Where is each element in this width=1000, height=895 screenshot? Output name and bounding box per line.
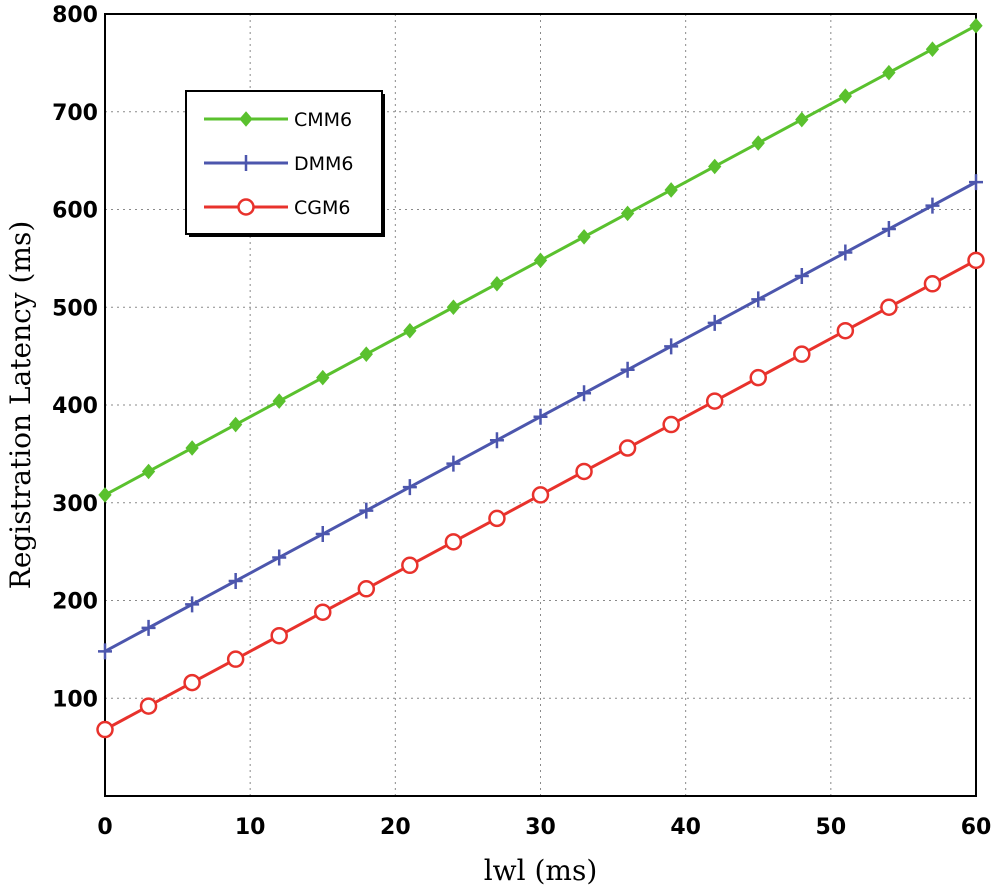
series-dmm6	[98, 174, 983, 660]
data-point	[185, 596, 200, 613]
y-tick-label: 300	[52, 492, 98, 517]
data-point	[531, 486, 550, 504]
axis-ticks: 0 10 20 30 40 50 60 100 200 300 400 500 600 700 800	[52, 3, 991, 840]
data-point	[882, 64, 896, 81]
data-point	[96, 720, 114, 739]
data-point	[359, 346, 373, 362]
data-point	[315, 526, 330, 543]
data-point	[707, 314, 722, 331]
data-point	[793, 345, 811, 363]
data-point	[490, 276, 504, 292]
data-point	[533, 408, 548, 425]
data-point	[967, 251, 985, 270]
data-point	[228, 572, 243, 589]
data-point	[794, 267, 809, 284]
data-point	[183, 673, 201, 692]
data-point	[270, 626, 288, 645]
data-point	[446, 455, 461, 472]
data-point	[838, 244, 853, 261]
data-point	[237, 198, 255, 216]
data-point	[662, 415, 680, 434]
data-point	[314, 603, 332, 621]
data-point	[141, 463, 156, 480]
data-point	[925, 41, 940, 57]
x-tick-label: 20	[380, 815, 411, 840]
data-point	[489, 432, 504, 449]
data-point	[751, 291, 766, 308]
y-tick-label: 200	[52, 590, 98, 615]
y-tick-label: 700	[52, 101, 98, 126]
y-tick-label: 400	[52, 394, 98, 419]
x-tick-label: 10	[235, 815, 266, 840]
data-point	[401, 556, 419, 575]
y-tick-label: 600	[52, 199, 98, 224]
x-axis-title: lwl (ms)	[484, 854, 598, 887]
data-point	[836, 321, 855, 340]
data-point	[98, 643, 112, 660]
data-point	[239, 111, 253, 127]
data-point	[881, 221, 896, 238]
y-tick-label: 500	[52, 296, 98, 321]
plot-area	[104, 13, 977, 797]
x-tick-label: 50	[816, 815, 847, 840]
data-point	[880, 298, 898, 316]
data-point	[577, 229, 591, 245]
data-point	[141, 619, 156, 636]
data-point	[664, 338, 679, 355]
data-point	[533, 252, 548, 269]
data-point	[272, 549, 287, 566]
data-point	[705, 392, 724, 410]
y-tick-label: 100	[52, 687, 98, 712]
series-cgm6	[96, 251, 985, 739]
data-point	[239, 155, 253, 171]
data-point	[664, 182, 678, 198]
data-point	[620, 205, 635, 222]
data-point	[708, 158, 722, 175]
data-point	[185, 440, 199, 456]
data-point	[795, 111, 809, 128]
data-point	[923, 275, 942, 293]
data-point	[359, 502, 374, 519]
data-point	[139, 697, 158, 715]
data-series	[96, 17, 985, 739]
legend: CMM6 DMM6 CGM6	[185, 90, 385, 237]
data-point	[618, 439, 637, 457]
data-point	[444, 533, 463, 551]
legend-label: DMM6	[294, 153, 354, 175]
x-tick-label: 40	[670, 815, 701, 840]
x-tick-label: 30	[525, 815, 556, 840]
data-point	[402, 479, 417, 496]
data-point	[577, 385, 592, 402]
legend-label: CMM6	[294, 109, 352, 131]
data-point	[620, 361, 635, 378]
y-tick-label: 800	[52, 3, 98, 28]
data-point	[488, 509, 506, 528]
data-point	[969, 174, 983, 191]
data-point	[403, 322, 417, 339]
data-point	[751, 135, 765, 151]
data-point	[357, 580, 376, 598]
x-tick-label: 60	[961, 815, 992, 840]
data-point	[969, 17, 983, 34]
data-point	[98, 487, 112, 503]
data-point	[925, 197, 940, 214]
data-point	[575, 462, 593, 481]
legend-label: CGM6	[294, 197, 350, 219]
data-point	[228, 416, 243, 433]
data-point	[272, 393, 286, 409]
y-axis-title: Registration Latency (ms)	[4, 221, 37, 590]
data-point	[316, 369, 330, 386]
data-point	[226, 650, 245, 668]
x-tick-label: 0	[97, 815, 112, 840]
data-point	[838, 88, 853, 104]
series-cmm6	[98, 17, 983, 503]
data-point	[749, 368, 767, 387]
data-point	[446, 299, 461, 316]
